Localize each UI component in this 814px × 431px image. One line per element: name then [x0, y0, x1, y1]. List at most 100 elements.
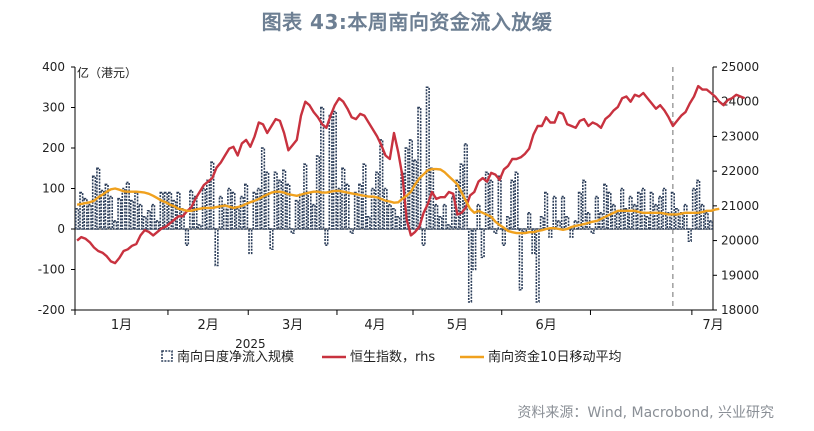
flow-bar	[328, 114, 333, 230]
x-tick-label: 7月	[702, 318, 723, 333]
x-tick-label: 4月	[364, 318, 385, 333]
right-tick-label: 21000	[721, 199, 759, 213]
flow-bar	[341, 167, 346, 230]
flow-bar	[438, 216, 443, 230]
flow-bar	[489, 179, 494, 230]
legend-group: 南向日度净流入规模 恒生指数，rhs 南向资金10日移动平均	[161, 349, 622, 365]
flow-bar	[244, 183, 249, 230]
right-tick-label: 22000	[721, 164, 759, 178]
flow-bar	[531, 228, 536, 255]
flow-bar	[493, 228, 498, 234]
x-axis-year-label: 2025	[235, 337, 266, 351]
flow-bar	[129, 199, 135, 230]
right-tick-label: 19000	[721, 268, 759, 282]
flow-bar	[324, 228, 329, 247]
flow-bar	[577, 191, 583, 230]
flow-bar	[615, 212, 621, 230]
flow-bar	[155, 220, 160, 230]
flow-bar	[696, 179, 701, 230]
flow-bar	[497, 175, 502, 230]
flow-bar	[146, 209, 152, 230]
legend-ma10-label: 南向资金10日移动平均	[488, 349, 622, 365]
right-tick-label: 25000	[721, 60, 759, 74]
flow-bar	[434, 203, 439, 230]
flow-bar	[383, 187, 388, 230]
flow-bar	[624, 207, 629, 230]
flow-bar	[134, 191, 139, 230]
flow-bar	[527, 212, 532, 230]
flow-bar	[543, 191, 549, 230]
flow-bar	[611, 203, 616, 230]
flow-bar	[666, 212, 671, 230]
flow-bar	[472, 228, 477, 271]
flow-bar	[476, 203, 481, 230]
flow-bar	[594, 195, 599, 230]
flow-bar	[353, 191, 359, 230]
left-tick-label: -100	[38, 263, 65, 277]
flow-bar	[505, 216, 511, 230]
flow-bar	[269, 228, 274, 251]
line-series-group	[76, 84, 746, 265]
flow-bar	[163, 191, 168, 230]
flow-bar	[628, 195, 633, 230]
flow-bar	[501, 228, 506, 247]
flow-bar	[91, 175, 97, 230]
flow-bar	[670, 191, 675, 230]
flow-bar	[231, 191, 236, 230]
flow-bar	[83, 197, 88, 230]
flow-bar	[235, 207, 240, 230]
left-tick-label: 200	[42, 141, 65, 155]
flow-bar	[429, 167, 435, 230]
flow-bar	[286, 183, 291, 230]
flow-bar	[480, 228, 485, 259]
flow-bar	[294, 199, 299, 230]
flow-bar	[518, 228, 523, 291]
right-tick-label: 20000	[721, 234, 759, 248]
x-tick-label: 2月	[197, 318, 218, 333]
flow-bar	[620, 187, 625, 230]
flow-bar	[138, 203, 143, 230]
flow-bar	[79, 191, 84, 230]
flow-bar	[121, 187, 126, 230]
flow-bar	[366, 216, 371, 230]
flow-bar	[87, 203, 92, 230]
legend-bar-label: 南向日度净流入规模	[177, 349, 294, 365]
ma10-line	[76, 167, 720, 235]
flow-bar	[282, 169, 287, 230]
flow-bar	[404, 147, 409, 230]
flow-bar	[184, 228, 190, 247]
left-tick-label: 400	[42, 60, 65, 74]
flow-bar	[387, 203, 392, 230]
chart-title: 图表 43:本周南向资金流入放缓	[261, 10, 553, 34]
flow-bar	[590, 228, 595, 234]
flow-bar	[391, 207, 397, 230]
flow-bar	[336, 187, 342, 230]
flow-bar	[674, 207, 680, 230]
flow-bar	[108, 195, 114, 230]
flow-bar	[125, 181, 130, 230]
flow-bar	[662, 187, 667, 230]
flow-bar	[358, 183, 363, 230]
flow-bar	[535, 228, 540, 303]
flow-bar	[421, 228, 426, 247]
flow-bar	[514, 171, 519, 230]
legend-hsi-label: 恒生指数，rhs	[350, 350, 435, 365]
left-tick-label: 0	[57, 222, 65, 236]
flow-bar	[260, 147, 266, 230]
flow-bar	[417, 106, 422, 230]
flow-bar	[303, 163, 308, 230]
flow-bar	[290, 228, 295, 234]
flow-bar	[75, 207, 80, 230]
right-tick-label: 18000	[721, 303, 759, 317]
flow-bar	[142, 216, 147, 230]
axes-group: 4003002001000-100-2002500024000230002200…	[38, 60, 759, 351]
flow-bar	[560, 195, 566, 230]
flow-bar	[218, 195, 223, 230]
flow-bar	[700, 203, 705, 230]
flow-bar	[374, 171, 380, 230]
flow-bar	[442, 203, 447, 230]
left-tick-label: 100	[42, 182, 65, 196]
flow-bar	[603, 183, 608, 230]
flow-bar	[307, 191, 312, 230]
flow-bar	[311, 203, 316, 230]
